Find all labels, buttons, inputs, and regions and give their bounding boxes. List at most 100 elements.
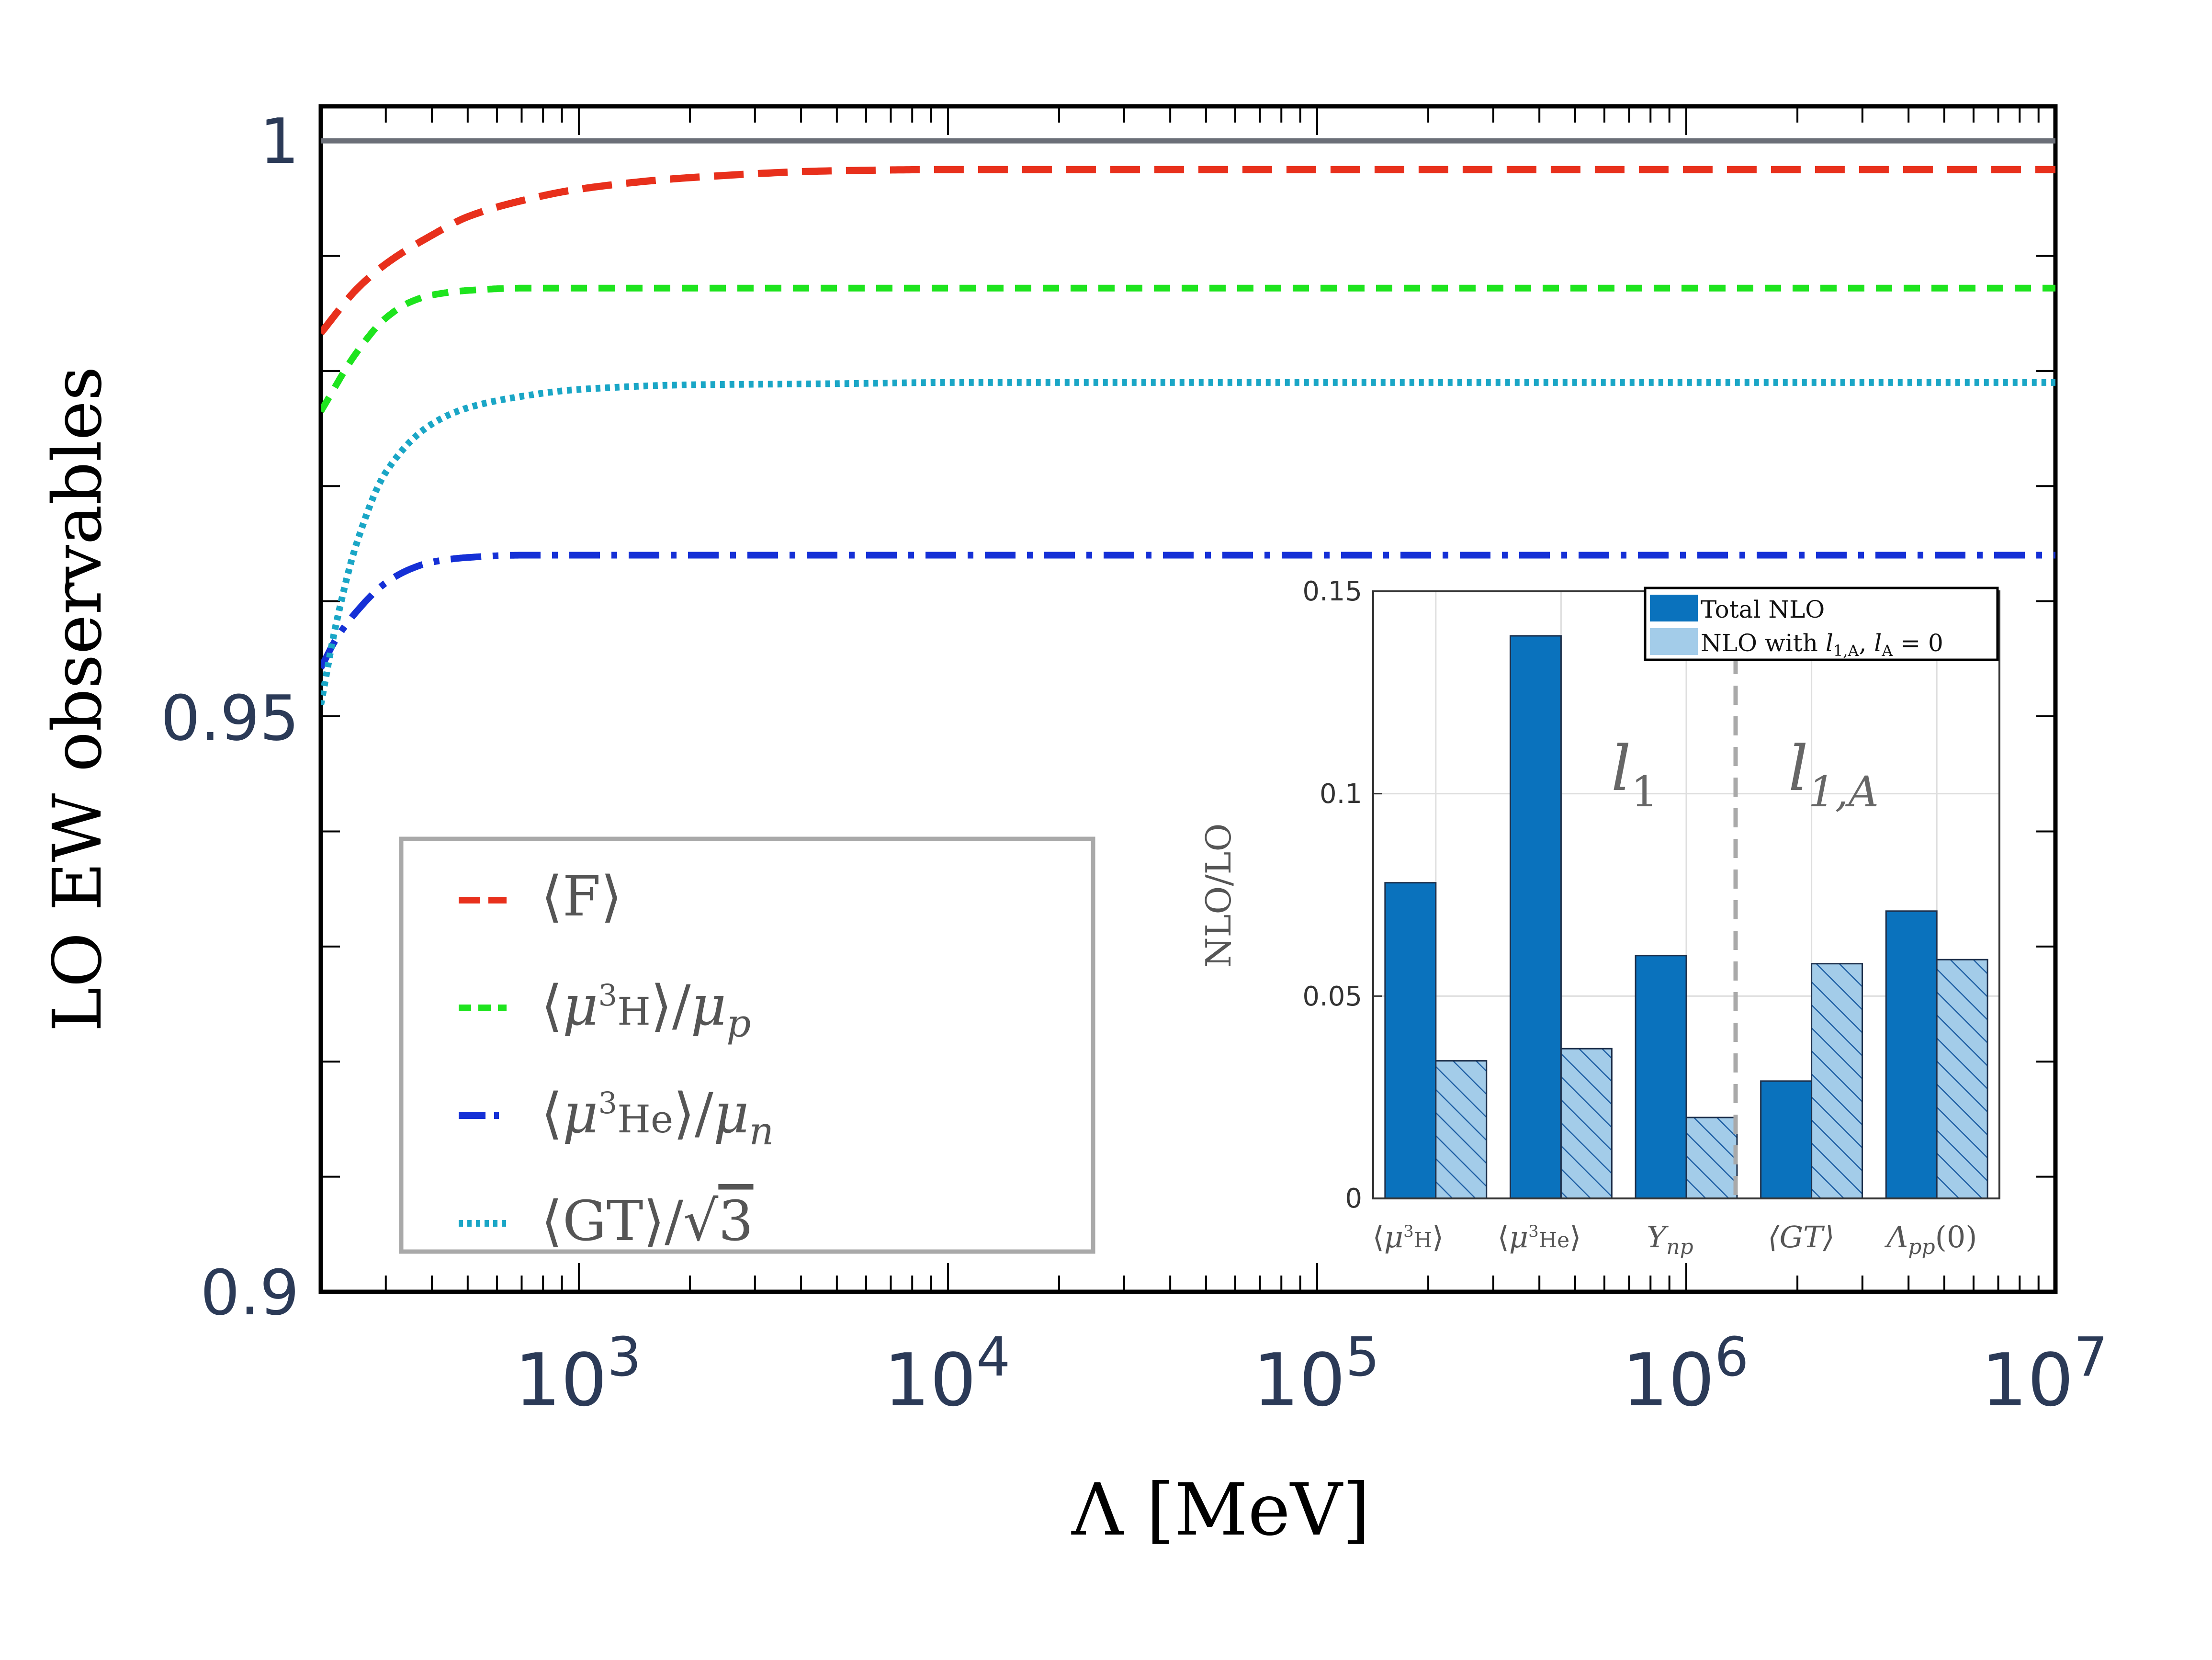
legend-tail: = 0 [1893,629,1943,657]
x-axis-title: Λ [MeV] [1071,1468,1370,1552]
x-tick-base: 10 [1622,1338,1715,1423]
inset-cat-lambda-pp: Λpp(0) [1885,1220,1977,1259]
x-tick-base: 10 [1253,1338,1345,1423]
y-axis-title: LO EW observables [39,366,117,1032]
legend-mu: μ [563,974,598,1038]
cat-tail: (0) [1935,1220,1977,1254]
inset-bar-partial-lambda-pp [1936,959,1988,1199]
inset-legend-swatch-total [1650,595,1698,621]
series-line-f [321,166,2055,336]
inset-bar-partial-mu3h [1435,1060,1488,1199]
main-series-lines [321,138,2055,706]
cat-nucleus: H [1414,1228,1432,1253]
y-tick-label-0.95: 0.95 [161,682,299,755]
cat-open: ⟨ [1373,1220,1384,1254]
x-tick-exponent: 7 [2074,1326,2108,1389]
inset-y-tick-0.15: 0.15 [1302,576,1362,607]
legend-sub: n [749,1109,774,1153]
legend-l1: l [1826,629,1833,657]
series-line-gt [321,379,2055,706]
main-x-tick-labels: 103 104 105 106 107 [515,1326,2108,1423]
inset-y-tick-0.1: 0.1 [1320,779,1362,810]
legend-l1-sub: 1,A [1833,642,1860,660]
inset-bar-total-mu3h [1384,882,1437,1199]
x-tick-exponent: 4 [976,1326,1010,1389]
legend-text: ⟨GT⟩/√ [541,1189,719,1253]
legend-label-gt: ⟨GT⟩/√3 [541,1189,754,1253]
inset-bars [1384,635,1988,1199]
inset-y-tick-labels: 0 0.05 0.1 0.15 [1302,576,1362,1214]
inset-region-label-l1a: l1,A [1788,732,1879,816]
inset-legend: Total NLO NLO with l1,A, lA = 0 [1644,587,1999,661]
inset-bar-partial-mu3he [1560,1048,1613,1199]
main-legend-box [399,836,1095,1254]
inset-category-labels: ⟨μ3H⟩ ⟨μ3He⟩ Ynp ⟨GT⟩ Λpp(0) [1373,1220,1977,1259]
inset-legend-box [1644,587,1999,661]
cat-sub: pp [1908,1235,1935,1259]
legend-sup: 3 [598,978,617,1013]
legend-mu: μ [563,1082,598,1146]
inset-bar-total-mu3he [1509,635,1562,1199]
cat-sup: 3 [1403,1222,1414,1241]
cat-main: Λ [1885,1220,1908,1254]
x-tick-exponent: 3 [607,1326,641,1389]
legend-sub: p [726,1001,751,1046]
cat-nucleus: He [1539,1228,1569,1253]
legend-mu2: μ [713,1082,749,1146]
inset-legend-label-total: Total NLO [1701,596,1825,623]
x-tick-exponent: 6 [1715,1326,1749,1389]
x-tick-label-1e5: 105 [1253,1326,1380,1423]
legend-text: ⟨F⟩ [541,865,622,929]
cat-mu: μ [1384,1220,1403,1254]
legend-label-mu3he: ⟨μ3He⟩/μn [541,1082,774,1153]
region-sub: 1,A [1808,767,1879,816]
legend-close: ⟩/ [651,974,691,1038]
legend-prefix: NLO with [1701,629,1826,657]
x-tick-label-1e6: 106 [1622,1326,1749,1423]
cat-sub: np [1666,1235,1693,1259]
inset-bar-partial-gt [1811,963,1863,1199]
main-legend: ⟨F⟩ ⟨μ3H⟩/μp ⟨μ3He⟩/μn ⟨GT⟩/√3 [399,836,1095,1254]
x-tick-label-1e7: 107 [1981,1326,2108,1423]
legend-mu2: μ [690,974,726,1038]
region-main: l [1611,732,1631,805]
legend-nucleus: H [617,989,651,1034]
main-y-tick-labels: 0.9 0.95 1 [161,105,299,1329]
series-line-mu3h [321,284,2055,413]
main-axis-ticks [320,106,2056,1293]
x-tick-label-1e3: 103 [515,1326,642,1423]
inset-y-tick-0: 0 [1345,1183,1362,1214]
inset-y-axis-title: NLO/LO [1198,824,1239,968]
region-main: l [1788,732,1808,805]
legend-label-mu3h: ⟨μ3H⟩/μp [541,974,751,1046]
x-tick-base: 10 [884,1338,976,1423]
inset-cat-mu3h: ⟨μ3H⟩ [1373,1220,1444,1254]
inset-cat-gt: ⟨GT⟩ [1768,1220,1834,1254]
legend-l2: l [1874,629,1882,657]
x-tick-label-1e4: 104 [884,1326,1011,1423]
inset-bar-total-ynp [1635,955,1687,1199]
inset-bar-partial-ynp [1685,1117,1738,1199]
legend-close: ⟩/ [673,1082,713,1146]
legend-l2-sub: A [1881,642,1893,660]
cat-sup: 3 [1528,1222,1539,1241]
series-line-mu3he [321,552,2055,670]
inset-bar-total-lambda-pp [1885,910,1938,1199]
cat-mu: μ [1509,1220,1528,1254]
inset-region-label-l1: l1 [1611,732,1658,816]
y-tick-label-1: 1 [260,105,299,178]
legend-radicand: 3 [718,1189,753,1253]
legend-open: ⟨ [541,1082,563,1146]
inset-legend-swatch-partial [1650,628,1698,655]
legend-label-f: ⟨F⟩ [541,865,622,929]
inset-cat-ynp: Ynp [1647,1220,1693,1259]
inset-y-tick-0.05: 0.05 [1302,981,1362,1012]
inset-bar-total-gt [1760,1080,1813,1199]
y-tick-label-0.9: 0.9 [200,1256,299,1329]
inset-cat-mu3he: ⟨μ3He⟩ [1498,1220,1581,1254]
legend-comma: , [1859,629,1874,657]
legend-sup: 3 [598,1085,617,1120]
cat-open: ⟨ [1498,1220,1509,1254]
cat-main: ⟨GT⟩ [1768,1220,1834,1254]
